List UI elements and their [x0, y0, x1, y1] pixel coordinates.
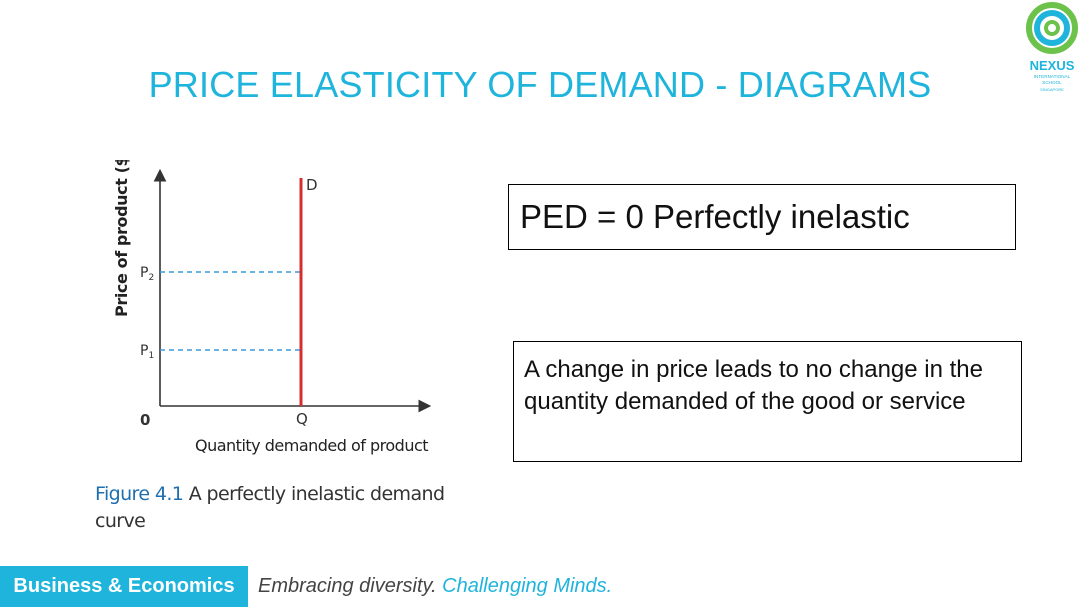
p2-subscript: 2 [148, 273, 154, 283]
origin-label: 0 [140, 411, 150, 429]
p1-subscript: 1 [148, 351, 154, 361]
p2-letter: P [140, 265, 148, 281]
p2-label: P2 [140, 265, 154, 283]
nexus-logo: NEXUS INTERNATIONAL SCHOOL SINGAPORE [1026, 2, 1078, 92]
p1-label: P1 [140, 343, 154, 361]
footer-subject-badge: Business & Economics [0, 566, 248, 607]
footer-tagline: Embracing diversity. Challenging Minds. [258, 566, 612, 607]
footer-tagline-accent: Challenging Minds. [442, 575, 613, 597]
demand-diagram: D P2 P1 0 Q Quantity demanded of product… [112, 160, 432, 455]
figure-caption: Figure 4.1 A perfectly inelastic demand … [95, 481, 445, 535]
x-axis-label: Quantity demanded of product [195, 436, 428, 455]
demand-label: D [306, 176, 318, 194]
q-label: Q [296, 410, 308, 428]
logo-name: NEXUS [1030, 58, 1075, 73]
figure-caption-text: A perfectly inelastic demand curve [95, 483, 445, 532]
slide-title: PRICE ELASTICITY OF DEMAND - DIAGRAMS [148, 64, 932, 105]
footer-tagline-main: Embracing diversity. [258, 575, 437, 597]
logo-swirl-icon [1026, 2, 1078, 54]
figure-number: Figure 4.1 [95, 483, 184, 505]
ped-description-box: A change in price leads to no change in … [513, 341, 1022, 462]
y-axis-label: Price of product ($) [112, 160, 131, 317]
p1-letter: P [140, 343, 148, 359]
ped-definition-box: PED = 0 Perfectly inelastic [508, 184, 1016, 250]
logo-line1: INTERNATIONAL [1034, 74, 1071, 79]
logo-line2: SCHOOL [1042, 80, 1062, 85]
logo-line3: SINGAPORE [1040, 87, 1064, 92]
